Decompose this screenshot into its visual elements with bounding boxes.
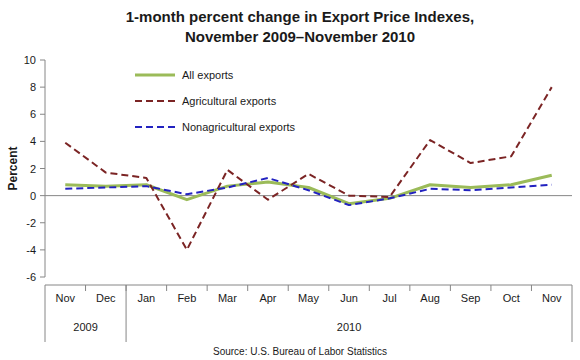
group-separator — [45, 285, 46, 342]
x-tick-label: Feb — [177, 292, 196, 304]
y-tick — [40, 277, 45, 278]
title: 1-month percent change in Export Price I… — [126, 8, 474, 25]
legend-label: Agricultural exports — [182, 95, 277, 107]
x-tick-label: Jan — [137, 292, 155, 304]
x-tick — [288, 285, 289, 291]
x-tick — [490, 285, 491, 291]
series-line — [65, 178, 551, 205]
y-tick-label: 0 — [30, 190, 36, 202]
x-tick-label: Dec — [96, 292, 116, 304]
y-tick-label: 2 — [30, 163, 36, 175]
zero-line — [45, 195, 572, 196]
x-tick — [409, 285, 410, 291]
x-tick — [166, 285, 167, 291]
group-separator — [126, 285, 127, 342]
y-tick-label: 8 — [30, 81, 36, 93]
x-tick-label: May — [298, 292, 319, 304]
group-label: 2010 — [337, 321, 361, 333]
x-tick-label: Apr — [259, 292, 276, 304]
background — [0, 0, 580, 360]
x-tick-label: Jun — [340, 292, 358, 304]
y-tick — [40, 222, 45, 223]
x-tick-label: Oct — [503, 292, 520, 304]
legend-swatch — [135, 74, 175, 77]
subtitle: November 2009–November 2010 — [185, 28, 415, 45]
x-tick — [207, 285, 208, 291]
y-tick-label: 10 — [24, 54, 36, 66]
y-tick — [40, 114, 45, 115]
x-axis-line — [45, 285, 572, 286]
y-tick — [40, 60, 45, 61]
x-tick — [369, 285, 370, 291]
legend-label: All exports — [182, 69, 234, 81]
x-tick-label: Nov — [55, 292, 75, 304]
y-tick-label: -2 — [26, 217, 36, 229]
legend-swatch — [135, 100, 175, 102]
x-tick-label: Mar — [218, 292, 237, 304]
x-tick-label: Jul — [383, 292, 397, 304]
legend-swatch — [135, 126, 175, 128]
series-line — [65, 87, 551, 250]
series-group — [65, 87, 551, 250]
x-tick — [531, 285, 532, 291]
y-tick — [40, 249, 45, 250]
group-label: 2009 — [73, 321, 97, 333]
y-tick-label: -6 — [26, 271, 36, 283]
x-tick — [328, 285, 329, 291]
x-tick — [85, 285, 86, 291]
y-tick-label: 6 — [30, 108, 36, 120]
x-tick-label: Nov — [542, 292, 562, 304]
y-tick-label: -4 — [26, 244, 36, 256]
source: Source: U.S. Bureau of Labor Statistics — [213, 346, 387, 357]
x-tick-label: Sep — [461, 292, 481, 304]
legend-label: Nonagricultural exports — [182, 121, 296, 133]
y-tick-label: 4 — [30, 135, 36, 147]
y-tick — [40, 168, 45, 169]
x-tick — [247, 285, 248, 291]
y-tick — [40, 87, 45, 88]
y-tick — [40, 195, 45, 196]
group-separator — [572, 285, 573, 342]
y-axis-label: Percent — [6, 146, 20, 190]
y-tick — [40, 141, 45, 142]
x-tick-label: Aug — [420, 292, 440, 304]
x-tick — [450, 285, 451, 291]
